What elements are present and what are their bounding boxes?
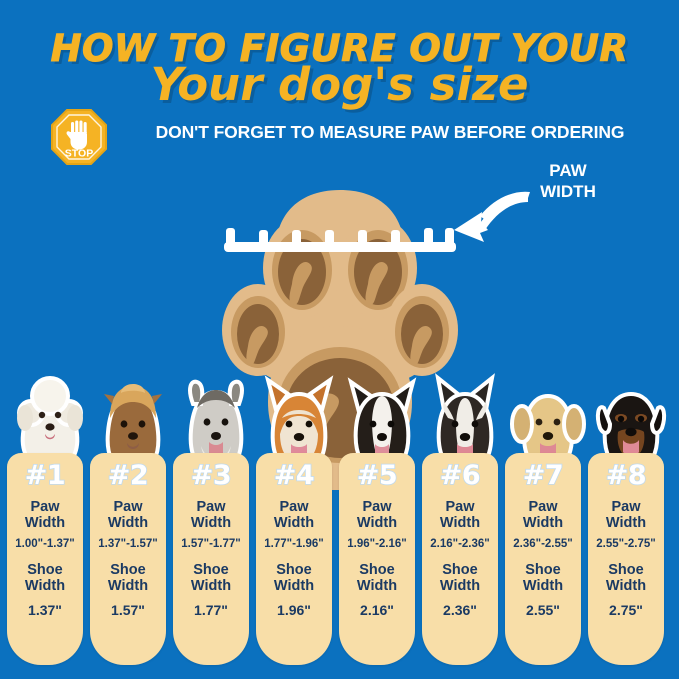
ruler-icon xyxy=(224,228,456,254)
size-card-number: #5 xyxy=(356,460,399,491)
page-title-line1: HOW TO FIGURE OUT YOUR xyxy=(50,27,629,70)
dog-bichon-frise xyxy=(7,360,93,485)
shoe-width-value: 1.96" xyxy=(277,602,311,619)
paw-width-value: 1.00"-1.37" xyxy=(15,538,75,551)
shoe-width-label: Shoe Width xyxy=(107,562,149,595)
paw-width-label: Paw Width xyxy=(356,499,398,532)
paw-width-label: Paw Width xyxy=(522,499,564,532)
paw-width-value: 1.77"-1.96" xyxy=(264,538,324,551)
size-card-number: #7 xyxy=(522,460,565,491)
size-card-number: #3 xyxy=(190,460,233,491)
paw-width-value: 2.55"-2.75" xyxy=(596,538,656,551)
size-card-4[interactable]: #4 Paw Width 1.77"-1.96" Shoe Width 1.96" xyxy=(256,453,332,665)
size-card-6[interactable]: #6 Paw Width 2.16"-2.36" Shoe Width 2.36" xyxy=(422,453,498,665)
size-card-number: #6 xyxy=(439,460,482,491)
shoe-width-value: 2.55" xyxy=(526,602,560,619)
size-card-5[interactable]: #5 Paw Width 1.96"-2.16" Shoe Width 2.16" xyxy=(339,453,415,665)
header: HOW TO FIGURE OUT YOUR Your dog's size D… xyxy=(0,0,679,165)
size-card-7[interactable]: #7 Paw Width 2.36"-2.55" Shoe Width 2.55" xyxy=(505,453,581,665)
shoe-width-label: Shoe Width xyxy=(273,562,315,595)
size-card-number: #2 xyxy=(107,460,150,491)
paw-width-value: 1.37"-1.57" xyxy=(98,538,158,551)
shoe-width-value: 2.36" xyxy=(443,602,477,619)
size-card-8[interactable]: #8 Paw Width 2.55"-2.75" Shoe Width 2.75" xyxy=(588,453,664,665)
shoe-width-label: Shoe Width xyxy=(439,562,481,595)
size-card-number: #8 xyxy=(605,460,648,491)
shoe-width-value: 2.16" xyxy=(360,602,394,619)
size-chart: #1 Paw Width 1.00"-1.37" Shoe Width 1.37" … xyxy=(0,453,679,668)
paw-width-value: 2.36"-2.55" xyxy=(513,538,573,551)
callout-line2: WIDTH xyxy=(540,182,596,201)
size-card-1[interactable]: #1 Paw Width 1.00"-1.37" Shoe Width 1.37" xyxy=(7,453,83,665)
paw-width-value: 2.16"-2.36" xyxy=(430,538,490,551)
paw-width-label: Paw Width xyxy=(24,499,66,532)
page-title-line2: Your dog's size xyxy=(150,58,529,111)
curved-arrow-icon xyxy=(448,186,538,246)
stop-sign-text: STOP xyxy=(65,148,93,160)
shoe-width-label: Shoe Width xyxy=(356,562,398,595)
paw-width-label: Paw Width xyxy=(190,499,232,532)
paw-width-label: Paw Width xyxy=(273,499,315,532)
paw-width-callout: PAW WIDTH xyxy=(498,160,638,202)
size-card-number: #4 xyxy=(273,460,316,491)
shoe-width-label: Shoe Width xyxy=(24,562,66,595)
size-card-2[interactable]: #2 Paw Width 1.37"-1.57" Shoe Width 1.57" xyxy=(90,453,166,665)
paw-width-label: Paw Width xyxy=(107,499,149,532)
paw-width-label: Paw Width xyxy=(605,499,647,532)
paw-width-value: 1.57"-1.77" xyxy=(181,538,241,551)
shoe-width-value: 1.57" xyxy=(111,602,145,619)
page-subtitle: DON'T FORGET TO MEASURE PAW BEFORE ORDER… xyxy=(155,122,625,142)
shoe-width-value: 1.77" xyxy=(194,602,228,619)
shoe-width-label: Shoe Width xyxy=(522,562,564,595)
paw-width-label: Paw Width xyxy=(439,499,481,532)
shoe-width-label: Shoe Width xyxy=(605,562,647,595)
paw-width-value: 1.96"-2.16" xyxy=(347,538,407,551)
size-card-3[interactable]: #3 Paw Width 1.57"-1.77" Shoe Width 1.77" xyxy=(173,453,249,665)
shoe-width-value: 1.37" xyxy=(28,602,62,619)
shoe-width-label: Shoe Width xyxy=(190,562,232,595)
callout-line1: PAW xyxy=(549,161,587,180)
shoe-width-value: 2.75" xyxy=(609,602,643,619)
stop-hand-icon: STOP xyxy=(50,108,108,166)
size-card-number: #1 xyxy=(24,460,67,491)
